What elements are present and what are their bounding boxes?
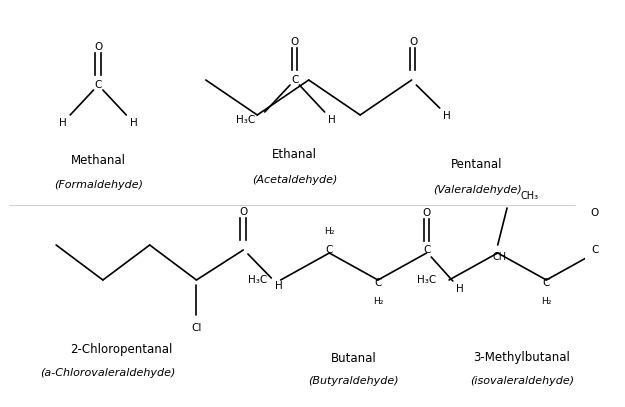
Text: CH₃: CH₃ xyxy=(520,191,538,201)
Text: 3-Methylbutanal: 3-Methylbutanal xyxy=(474,352,571,365)
Text: C: C xyxy=(291,75,298,85)
Text: C: C xyxy=(591,245,599,255)
Text: Ethanal: Ethanal xyxy=(272,149,318,162)
Text: H₂: H₂ xyxy=(541,298,551,306)
Text: (Valeraldehyde): (Valeraldehyde) xyxy=(432,185,521,195)
Text: H: H xyxy=(130,118,138,128)
Text: H: H xyxy=(443,111,451,121)
Text: Cl: Cl xyxy=(191,323,202,333)
Text: O: O xyxy=(239,207,248,217)
Text: CH: CH xyxy=(492,252,507,262)
Text: H: H xyxy=(328,115,336,125)
Text: O: O xyxy=(291,37,299,47)
Text: H: H xyxy=(275,281,282,291)
Text: H₃C: H₃C xyxy=(417,275,436,285)
Text: H: H xyxy=(59,118,66,128)
Text: (isovaleraldehyde): (isovaleraldehyde) xyxy=(470,376,574,386)
Text: H: H xyxy=(456,284,464,294)
Text: H₂: H₂ xyxy=(372,298,383,306)
Text: Butanal: Butanal xyxy=(331,352,376,365)
Text: 2-Chloropentanal: 2-Chloropentanal xyxy=(71,344,172,357)
Text: O: O xyxy=(422,208,431,218)
Text: H₃C: H₃C xyxy=(236,115,256,125)
Text: C: C xyxy=(423,245,430,255)
Text: H₃C: H₃C xyxy=(248,275,268,285)
Text: C: C xyxy=(374,278,382,288)
Text: H₂: H₂ xyxy=(324,227,334,236)
Text: O: O xyxy=(591,208,599,218)
Text: O: O xyxy=(409,37,418,47)
Text: (Acetaldehyde): (Acetaldehyde) xyxy=(252,175,338,185)
Text: Methanal: Methanal xyxy=(71,153,126,166)
Text: Pentanal: Pentanal xyxy=(451,158,503,171)
Text: C: C xyxy=(94,80,102,90)
Text: (Butyraldehyde): (Butyraldehyde) xyxy=(308,376,399,386)
Text: C: C xyxy=(542,278,550,288)
Text: (Formaldehyde): (Formaldehyde) xyxy=(54,180,142,190)
Text: C: C xyxy=(326,245,333,255)
Text: O: O xyxy=(94,42,102,52)
Text: (a-Chlorovaleraldehyde): (a-Chlorovaleraldehyde) xyxy=(40,368,175,378)
